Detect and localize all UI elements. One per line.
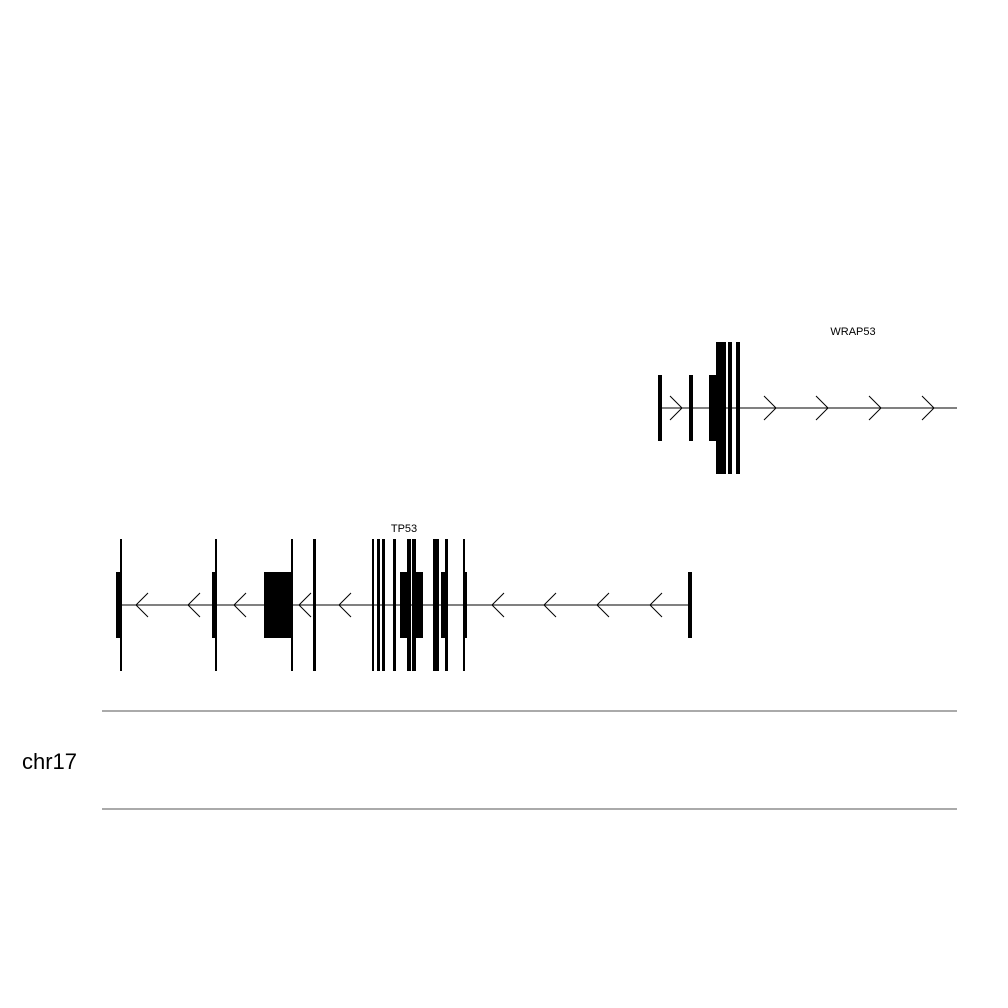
wrap53-strand-chevron: [868, 395, 882, 421]
wrap53-exon: [716, 342, 726, 474]
tp53-exon: [441, 572, 447, 638]
tp53-exon: [382, 539, 385, 671]
tp53-exon: [291, 539, 293, 671]
tp53-exon: [372, 539, 374, 671]
wrap53-exon: [689, 375, 693, 441]
tp53-exon: [377, 539, 380, 671]
wrap53-exon: [658, 375, 662, 441]
tp53-strand-chevron: [491, 592, 505, 618]
tp53-exon: [400, 572, 409, 638]
tp53-exon: [688, 572, 692, 638]
wrap53-exon: [709, 375, 717, 441]
tp53-gene-track: TP53: [116, 523, 692, 671]
tp53-strand-chevron: [187, 592, 201, 618]
tp53-strand-chevron: [338, 592, 352, 618]
wrap53-strand-chevron: [921, 395, 935, 421]
tp53-exon: [212, 572, 216, 638]
tp53-exon: [120, 539, 122, 671]
tp53-exon: [433, 539, 439, 671]
tp53-exon: [215, 539, 217, 671]
wrap53-exon: [728, 342, 732, 474]
wrap53-strand-chevron: [669, 395, 683, 421]
tp53-strand-chevron: [649, 592, 663, 618]
tp53-gene-label: TP53: [391, 523, 417, 535]
tp53-exon: [264, 572, 292, 638]
wrap53-strand-chevron: [763, 395, 777, 421]
tp53-exon: [445, 539, 448, 671]
wrap53-exon: [736, 342, 740, 474]
tp53-strand-chevron: [135, 592, 149, 618]
tp53-strand-chevron: [298, 592, 312, 618]
tp53-exon: [412, 539, 416, 671]
tp53-strand-chevron: [543, 592, 557, 618]
tp53-exon: [393, 539, 396, 671]
wrap53-gene-track: WRAP53: [658, 326, 957, 474]
tp53-exon: [313, 539, 316, 671]
tp53-strand-chevron: [596, 592, 610, 618]
wrap53-gene-label: WRAP53: [830, 326, 875, 338]
tp53-strand-chevron: [233, 592, 247, 618]
chromosome-label: chr17: [22, 749, 77, 774]
tp53-exon: [416, 572, 423, 638]
chromosome-ideogram-track: chr17: [22, 710, 957, 810]
tp53-exon: [116, 572, 120, 638]
tp53-exon: [463, 572, 467, 638]
wrap53-strand-chevron: [815, 395, 829, 421]
tp53-exon: [407, 539, 411, 671]
